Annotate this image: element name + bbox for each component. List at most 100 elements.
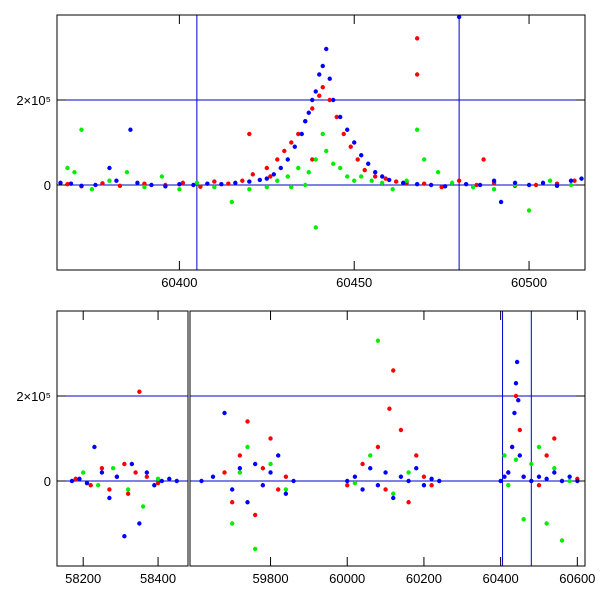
bottom-point-red-30 — [429, 483, 434, 488]
bottom-point-blue-39 — [437, 478, 442, 484]
bottom-point-red-1 — [88, 483, 93, 488]
top-point-blue-1 — [68, 181, 74, 186]
top-point-blue-20 — [285, 157, 290, 162]
bottom-point-blue-41 — [502, 474, 507, 479]
bottom-point-blue-0 — [69, 478, 75, 484]
top-point-green-35 — [491, 187, 497, 192]
bottom-point-blue-17 — [222, 410, 227, 416]
top-point-green-11 — [229, 199, 235, 205]
bottom-point-red-19 — [283, 474, 289, 479]
bottom-point-red-9 — [144, 474, 150, 479]
top-point-blue-15 — [247, 179, 252, 184]
bottom-point-green-11 — [283, 487, 289, 492]
bottom-point-green-9 — [252, 546, 258, 552]
bottom-point-green-20 — [506, 483, 511, 488]
top-point-blue-48 — [498, 199, 504, 205]
top-point-red-9 — [226, 181, 231, 186]
top-point-blue-5 — [114, 178, 119, 183]
top-panel: 60400 60450 60500 0 2×10⁵ — [16, 14, 586, 290]
top-point-blue-46 — [477, 182, 483, 188]
bottom-point-blue-29 — [360, 487, 365, 492]
top-point-blue-18 — [271, 172, 276, 177]
bottom-ytick-label-1: 2×10⁵ — [16, 389, 51, 404]
top-point-green-19 — [320, 131, 325, 137]
bottom-point-blue-26 — [291, 478, 296, 484]
bottom-point-green-22 — [521, 517, 526, 522]
top-point-blue-11 — [191, 182, 196, 188]
bottom-point-blue-53 — [552, 470, 557, 475]
bottom-point-blue-1 — [77, 476, 82, 482]
bottom-point-blue-18 — [229, 487, 235, 492]
top-xtick-label-1: 60450 — [336, 275, 372, 290]
top-point-red-18 — [310, 106, 315, 111]
top-point-blue-37 — [372, 170, 378, 175]
top-point-blue-2 — [79, 183, 84, 189]
top-point-green-25 — [359, 174, 364, 179]
top-point-blue-9 — [163, 184, 168, 189]
bottom-point-green-1 — [95, 483, 101, 488]
top-point-red-23 — [341, 131, 346, 137]
bottom-point-blue-24 — [276, 453, 281, 458]
top-point-red-4 — [142, 181, 147, 186]
top-point-red-27 — [372, 174, 378, 179]
bottom-point-blue-54 — [559, 478, 565, 484]
bottom-point-red-0 — [73, 476, 78, 482]
top-point-green-7 — [159, 174, 165, 179]
top-point-blue-25 — [310, 97, 315, 103]
bottom-point-green-21 — [513, 457, 519, 462]
bottom-point-blue-11 — [152, 483, 157, 488]
top-point-blue-49 — [512, 180, 518, 186]
top-point-green-21 — [331, 161, 336, 166]
top-point-blue-27 — [317, 72, 322, 77]
bottom-point-green-26 — [552, 466, 557, 471]
top-point-green-8 — [177, 187, 182, 192]
top-ytick-label-1: 2×10⁵ — [16, 93, 51, 108]
top-point-blue-30 — [327, 76, 332, 81]
top-point-green-14 — [275, 178, 280, 183]
top-point-red-44 — [310, 157, 315, 162]
top-point-red-6 — [180, 180, 186, 186]
top-point-blue-29 — [324, 46, 329, 52]
bottom-seg1-xtick-label-1: 60000 — [329, 571, 365, 586]
top-point-blue-0 — [58, 180, 63, 186]
top-point-blue-54 — [579, 176, 584, 181]
bottom-point-blue-33 — [391, 495, 396, 501]
top-point-green-22 — [338, 165, 343, 171]
bottom-point-blue-40 — [498, 478, 503, 484]
bottom-point-red-26 — [398, 427, 404, 433]
top-point-green-5 — [124, 170, 130, 175]
top-point-red-20 — [320, 85, 325, 90]
top-point-green-2 — [79, 127, 84, 132]
top-point-blue-39 — [386, 177, 392, 183]
bottom-point-blue-34 — [398, 474, 404, 479]
top-point-green-34 — [470, 184, 476, 190]
top-point-green-32 — [435, 170, 441, 175]
bottom-point-blue-16 — [210, 474, 216, 479]
bottom-point-blue-27 — [345, 478, 350, 484]
bottom-seg0-xtick-label-0: 58200 — [65, 571, 101, 586]
top-ytick-label-0: 0 — [44, 178, 51, 193]
top-point-green-18 — [313, 157, 318, 162]
top-point-blue-19 — [278, 165, 283, 171]
top-point-blue-51 — [540, 180, 546, 186]
bottom-point-blue-12 — [159, 478, 164, 484]
bottom-point-green-25 — [544, 521, 549, 526]
top-point-red-0 — [65, 181, 70, 187]
top-xtick-label-2: 60500 — [511, 275, 547, 290]
top-point-red-35 — [456, 178, 462, 183]
bottom-seg0-xtick-label-1: 58400 — [140, 571, 176, 586]
bottom-point-red-6 — [125, 491, 131, 496]
top-point-red-24 — [348, 144, 353, 149]
bottom-point-red-38 — [544, 453, 549, 458]
bottom-point-green-13 — [368, 453, 373, 458]
top-plot-frame — [56, 14, 586, 271]
top-point-blue-26 — [313, 89, 318, 94]
bottom-point-blue-6 — [114, 474, 120, 479]
top-point-green-12 — [247, 187, 252, 192]
top-point-green-31 — [421, 157, 427, 162]
top-point-blue-3 — [93, 182, 98, 188]
top-point-red-8 — [212, 179, 217, 184]
bottom-seg1-xtick-label-2: 60200 — [406, 571, 442, 586]
bottom-point-red-12 — [229, 500, 235, 505]
top-point-red-32 — [414, 72, 420, 77]
